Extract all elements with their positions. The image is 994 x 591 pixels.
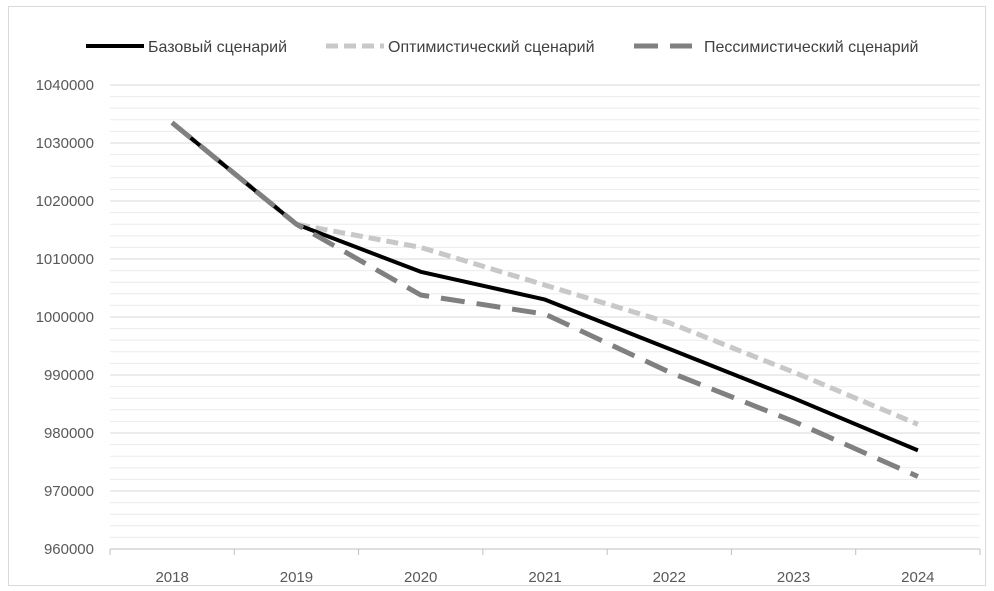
y-tick-label: 980000 (44, 425, 94, 442)
legend-label-0: Базовый сценарий (148, 39, 287, 56)
grid-lines (110, 84, 980, 538)
series-line-2 (170, 120, 919, 479)
y-tick-label: 1030000 (36, 135, 94, 152)
x-tick-label: 2019 (280, 569, 313, 586)
y-tick-label: 1020000 (36, 193, 94, 210)
legend: Базовый сценарий Оптимистический сценарий… (86, 39, 918, 56)
y-tick-label: 960000 (44, 541, 94, 558)
x-tick-label: 2024 (901, 569, 934, 586)
y-tick-label: 1000000 (36, 309, 94, 326)
x-tick-label: 2022 (653, 569, 686, 586)
legend-label-2: Пессимистический сценарий (704, 39, 918, 56)
series-line-1 (170, 120, 919, 427)
y-tick-label: 990000 (44, 367, 94, 384)
chart-frame (8, 6, 986, 586)
y-tick-label: 1040000 (36, 77, 94, 94)
x-tick-label: 2018 (155, 569, 188, 586)
x-tick-label: 2023 (777, 569, 810, 586)
x-tick-label: 2020 (404, 569, 437, 586)
y-tick-label: 1010000 (36, 251, 94, 268)
y-tick-label: 970000 (44, 483, 94, 500)
series-lines (170, 120, 919, 479)
x-tick-label: 2021 (528, 569, 561, 586)
legend-label-1: Оптимистический сценарий (388, 39, 595, 56)
axes: 960000 970000 980000 990000 1000000 1010000 10… (36, 77, 981, 586)
